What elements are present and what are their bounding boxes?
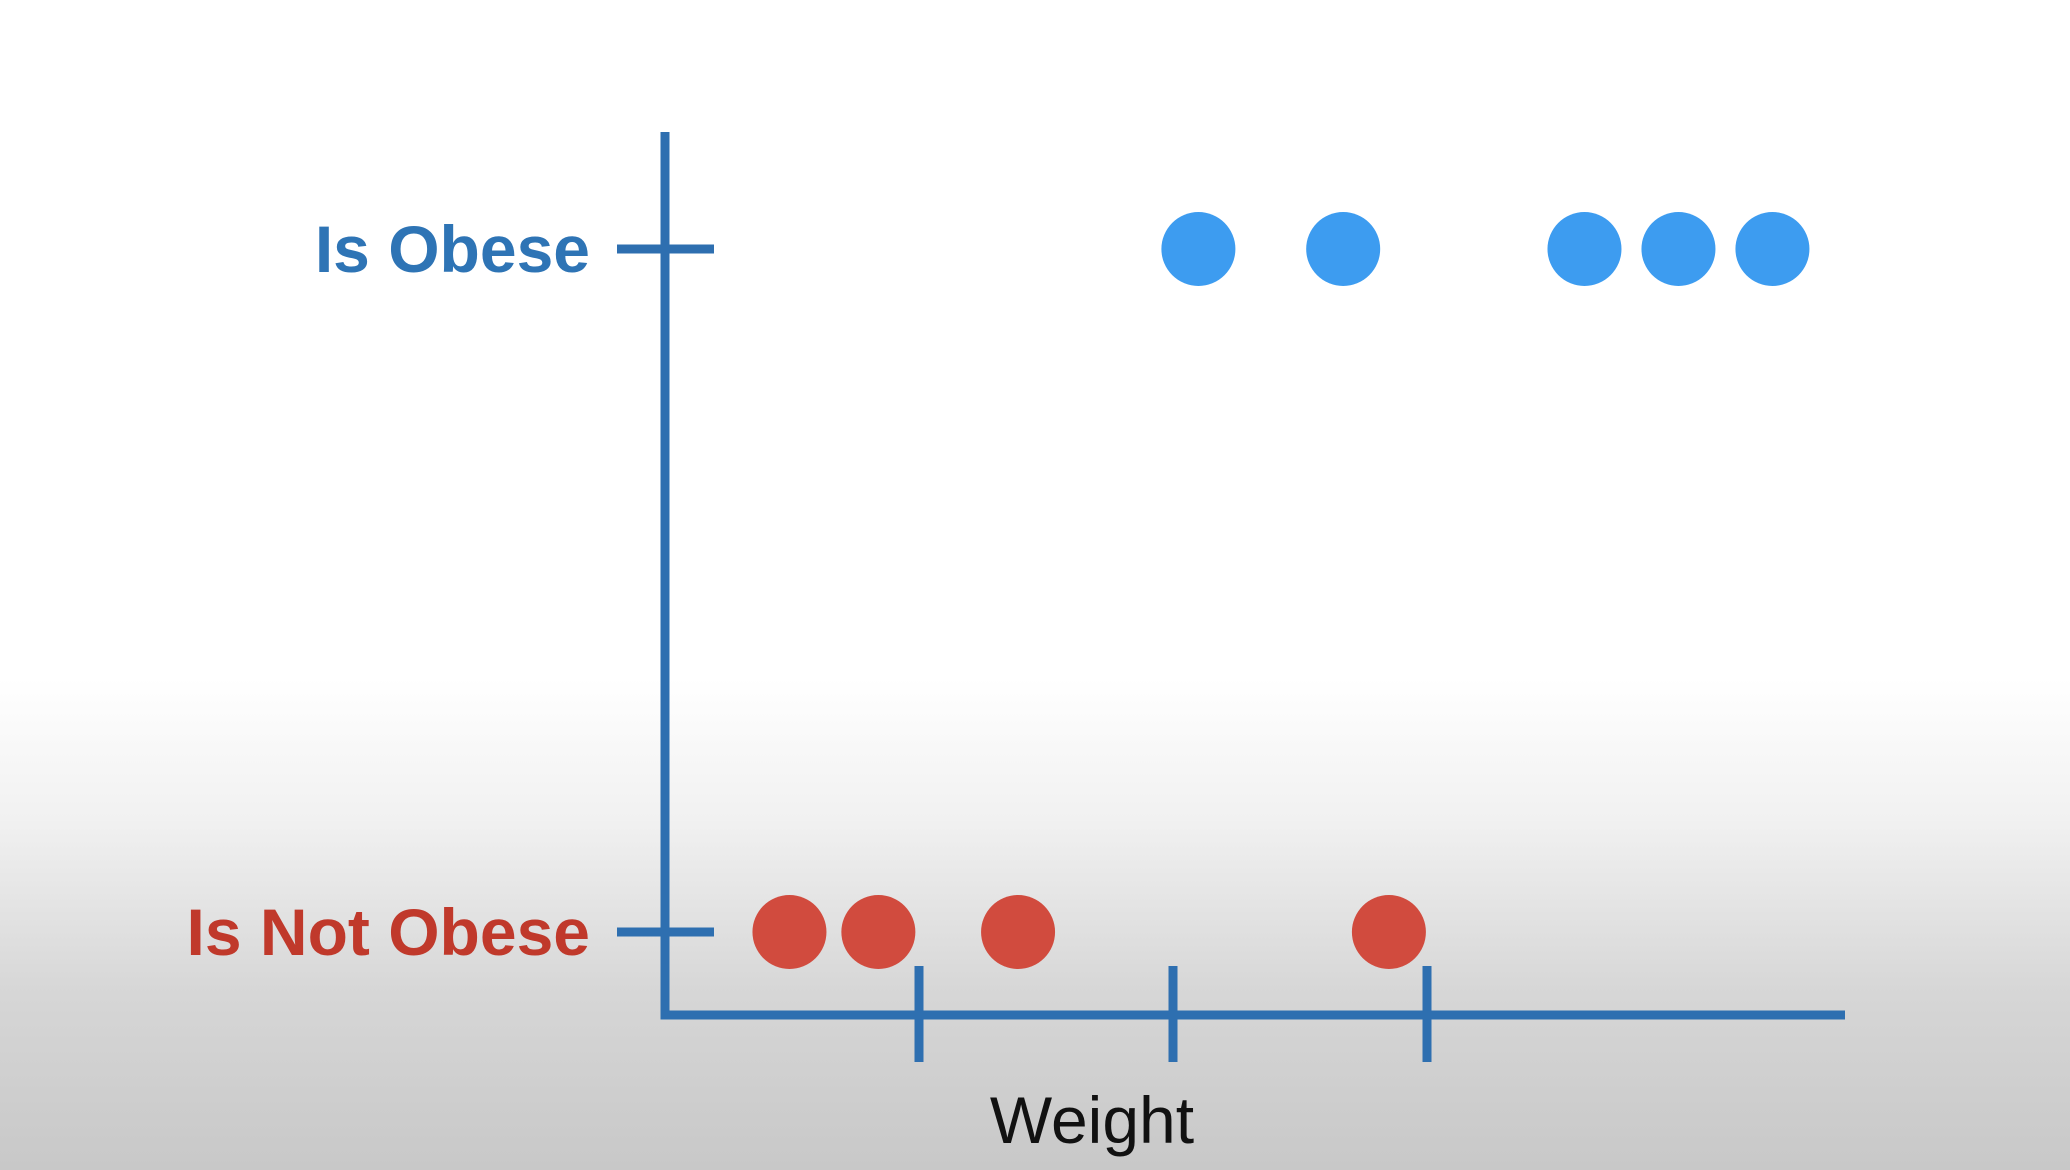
axis-labels: Is Obese Is Not Obese Weight: [187, 212, 1195, 1157]
data-point-obese-1: [1161, 212, 1236, 286]
y-tick-label-is-obese: Is Obese: [315, 212, 590, 286]
axes: [617, 132, 1845, 1062]
data-point-not-obese-3: [981, 895, 1056, 969]
x-axis-label: Weight: [990, 1083, 1194, 1157]
data-point-obese-3: [1547, 212, 1622, 286]
data-point-obese-2: [1306, 212, 1381, 286]
y-tick-label-is-not-obese: Is Not Obese: [187, 895, 590, 969]
data-point-not-obese-2: [841, 895, 916, 969]
data-point-not-obese-1: [752, 895, 827, 969]
data-points: [752, 212, 1810, 969]
data-point-obese-4: [1641, 212, 1716, 286]
data-point-not-obese-4: [1351, 895, 1426, 969]
data-point-obese-5: [1735, 212, 1810, 286]
